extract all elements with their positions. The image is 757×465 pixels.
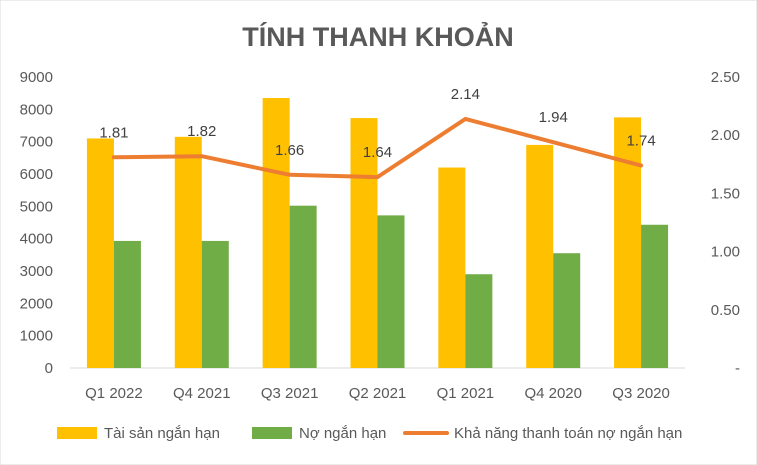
x-tick-label: Q3 2021 bbox=[261, 385, 319, 402]
y-left-tick-label: 1000 bbox=[20, 328, 53, 345]
y-right-tick-label: 1.00 bbox=[711, 244, 740, 261]
axes-group: 0 1000 2000 3000 4000 5000 6000 7000 8000 9000 - 0.… bbox=[20, 69, 740, 402]
bar-no-ngan-han bbox=[377, 215, 405, 368]
legend-label-no: Nợ ngắn hạn bbox=[299, 425, 386, 442]
bar-no-ngan-han bbox=[201, 240, 229, 368]
y-right-tick-label: - bbox=[735, 360, 740, 377]
bar-tai-san-ngan-han bbox=[438, 167, 466, 368]
x-tick-label: Q4 2020 bbox=[524, 385, 582, 402]
y-left-tick-label: 7000 bbox=[20, 134, 53, 151]
y-left-tick-label: 6000 bbox=[20, 166, 53, 183]
chart-title: TÍNH THANH KHOẢN bbox=[242, 20, 513, 52]
y-left-tick-label: 5000 bbox=[20, 198, 53, 215]
bar-no-ngan-han bbox=[289, 205, 317, 368]
line-data-label: 1.81 bbox=[99, 124, 128, 141]
bar-no-ngan-han bbox=[553, 253, 581, 368]
line-data-label: 1.64 bbox=[363, 144, 392, 161]
x-tick-label: Q3 2020 bbox=[612, 385, 670, 402]
legend-label-kha-nang: Khả năng thanh toán nợ ngắn hạn bbox=[454, 425, 682, 442]
line-data-label: 1.66 bbox=[275, 142, 304, 159]
y-left-tick-label: 8000 bbox=[20, 101, 53, 118]
data-labels-group: 1.81 1.82 1.66 1.64 2.14 1.94 1.74 bbox=[99, 86, 655, 161]
line-data-label: 1.74 bbox=[626, 132, 655, 149]
y-left-tick-label: 2000 bbox=[20, 295, 53, 312]
line-group bbox=[111, 116, 644, 180]
bars-group bbox=[86, 98, 669, 369]
line-data-label: 1.94 bbox=[539, 109, 568, 126]
legend-label-tai-san: Tài sản ngắn hạn bbox=[104, 425, 220, 442]
y-right-tick-label: 2.00 bbox=[711, 127, 740, 144]
bar-no-ngan-han bbox=[641, 224, 669, 368]
x-tick-label: Q4 2021 bbox=[173, 385, 231, 402]
y-right-tick-label: 0.50 bbox=[711, 302, 740, 319]
x-tick-label: Q2 2021 bbox=[349, 385, 407, 402]
y-left-tick-label: 9000 bbox=[20, 69, 53, 86]
x-tick-label: Q1 2022 bbox=[85, 385, 143, 402]
y-right-tick-label: 2.50 bbox=[711, 69, 740, 86]
x-tick-label: Q1 2021 bbox=[437, 385, 495, 402]
bar-tai-san-ngan-han bbox=[350, 118, 378, 369]
legend: Tài sản ngắn hạn Nợ ngắn hạn Khả năng than… bbox=[57, 425, 682, 442]
bar-tai-san-ngan-han bbox=[262, 98, 290, 369]
line-data-label: 2.14 bbox=[451, 86, 480, 103]
legend-swatch-tai-san bbox=[57, 427, 97, 439]
line-data-label: 1.82 bbox=[187, 123, 216, 140]
y-left-tick-label: 4000 bbox=[20, 231, 53, 248]
bar-tai-san-ngan-han bbox=[174, 136, 202, 368]
bar-tai-san-ngan-han bbox=[86, 138, 114, 368]
bar-no-ngan-han bbox=[113, 240, 141, 368]
bar-tai-san-ngan-han bbox=[526, 144, 554, 368]
y-left-tick-label: 0 bbox=[45, 360, 53, 377]
bar-tai-san-ngan-han bbox=[614, 117, 642, 369]
line-kha-nang-thanh-toan bbox=[111, 116, 644, 180]
y-right-tick-label: 1.50 bbox=[711, 185, 740, 202]
legend-swatch-no bbox=[252, 427, 292, 439]
y-left-tick-label: 3000 bbox=[20, 263, 53, 280]
bar-no-ngan-han bbox=[465, 274, 493, 368]
